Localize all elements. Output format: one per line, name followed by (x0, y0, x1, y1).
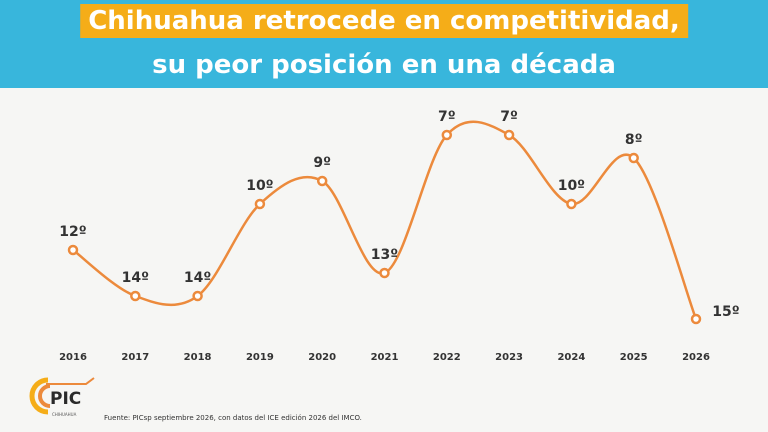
data-label: 13º (371, 247, 398, 263)
data-point (628, 152, 639, 164)
x-tick-label: 2020 (308, 352, 336, 363)
data-label: 12º (59, 224, 86, 240)
data-point (379, 267, 390, 279)
series-line (72, 120, 698, 320)
x-tick-label: 2018 (184, 352, 212, 363)
data-point (316, 175, 328, 187)
data-label: 8º (625, 132, 643, 148)
x-tick-label: 2016 (59, 352, 87, 363)
data-point (192, 290, 203, 302)
data-label: 7º (500, 109, 518, 125)
data-point (503, 129, 515, 141)
data-label: 14º (122, 270, 149, 286)
data-label: 14º (184, 270, 211, 286)
x-tick-label: 2023 (495, 352, 523, 363)
data-point (130, 290, 141, 302)
x-tick-label: 2019 (246, 352, 274, 363)
pic-logo: PIC CHIHUAHUA (29, 377, 95, 417)
logo-text: PIC (50, 389, 81, 409)
x-tick-label: 2024 (557, 352, 585, 363)
data-label: 7º (438, 109, 456, 125)
logo-subtext: CHIHUAHUA (52, 412, 77, 417)
x-tick-label: 2025 (620, 352, 648, 363)
data-point (566, 198, 577, 210)
data-point (67, 244, 79, 256)
data-label: 10º (558, 178, 585, 194)
data-label: 15º (712, 304, 739, 320)
header-band: Chihuahua retrocede en competitividad, s… (0, 0, 768, 88)
x-tick-label: 2021 (371, 352, 399, 363)
x-tick-label: 2026 (682, 352, 710, 363)
x-tick-label: 2022 (433, 352, 461, 363)
title-line-2: su peor posición en una década (152, 50, 616, 80)
title-line-1: Chihuahua retrocede en competitividad, (80, 4, 688, 38)
data-label: 9º (313, 155, 331, 171)
data-point (690, 313, 702, 325)
data-point (254, 198, 266, 210)
data-label: 10º (246, 178, 273, 194)
x-tick-label: 2017 (121, 352, 149, 363)
source-note: Fuente: PICsp septiembre 2026, con datos… (104, 414, 362, 422)
data-point (441, 129, 453, 141)
